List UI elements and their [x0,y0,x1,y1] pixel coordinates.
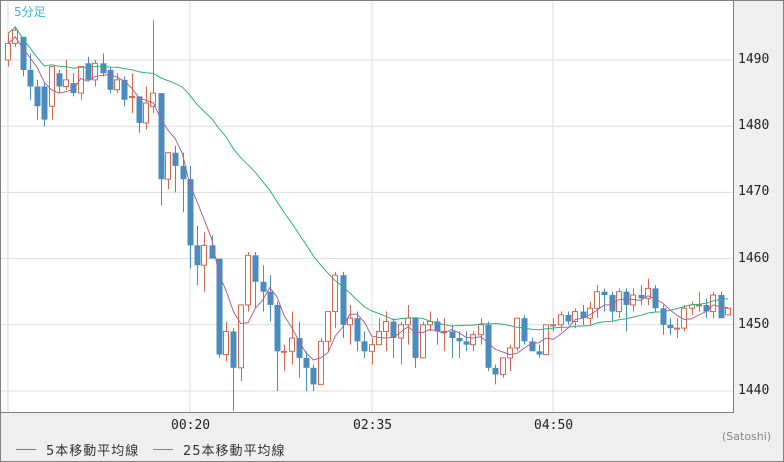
unit-label: (Satoshi) [722,430,772,443]
y-tick-label: 1490 [738,52,770,67]
y-tick-label: 1460 [738,250,770,266]
x-tick-label: 04:50 [534,418,574,433]
plot-area [1,1,734,413]
x-tick-label: 00:20 [171,418,211,433]
legend-ma5: 5本移動平均線 [16,440,139,459]
legend-ma5-label: 5本移動平均線 [46,444,140,459]
legend-ma25-label: 25本移動平均線 [183,444,286,459]
period-label: 5分足 [14,5,46,19]
y-tick-label: 1450 [738,316,770,332]
x-tick-label: 02:35 [353,418,393,433]
ma25-swatch-icon [153,449,173,450]
y-tick-label: 1470 [738,184,770,200]
y-tick-label: 1480 [738,118,770,134]
ma5-swatch-icon [16,449,36,450]
y-tick-label: 1440 [738,383,770,398]
legend-ma25: 25本移動平均線 [153,440,286,459]
candlestick-chart [1,1,733,412]
